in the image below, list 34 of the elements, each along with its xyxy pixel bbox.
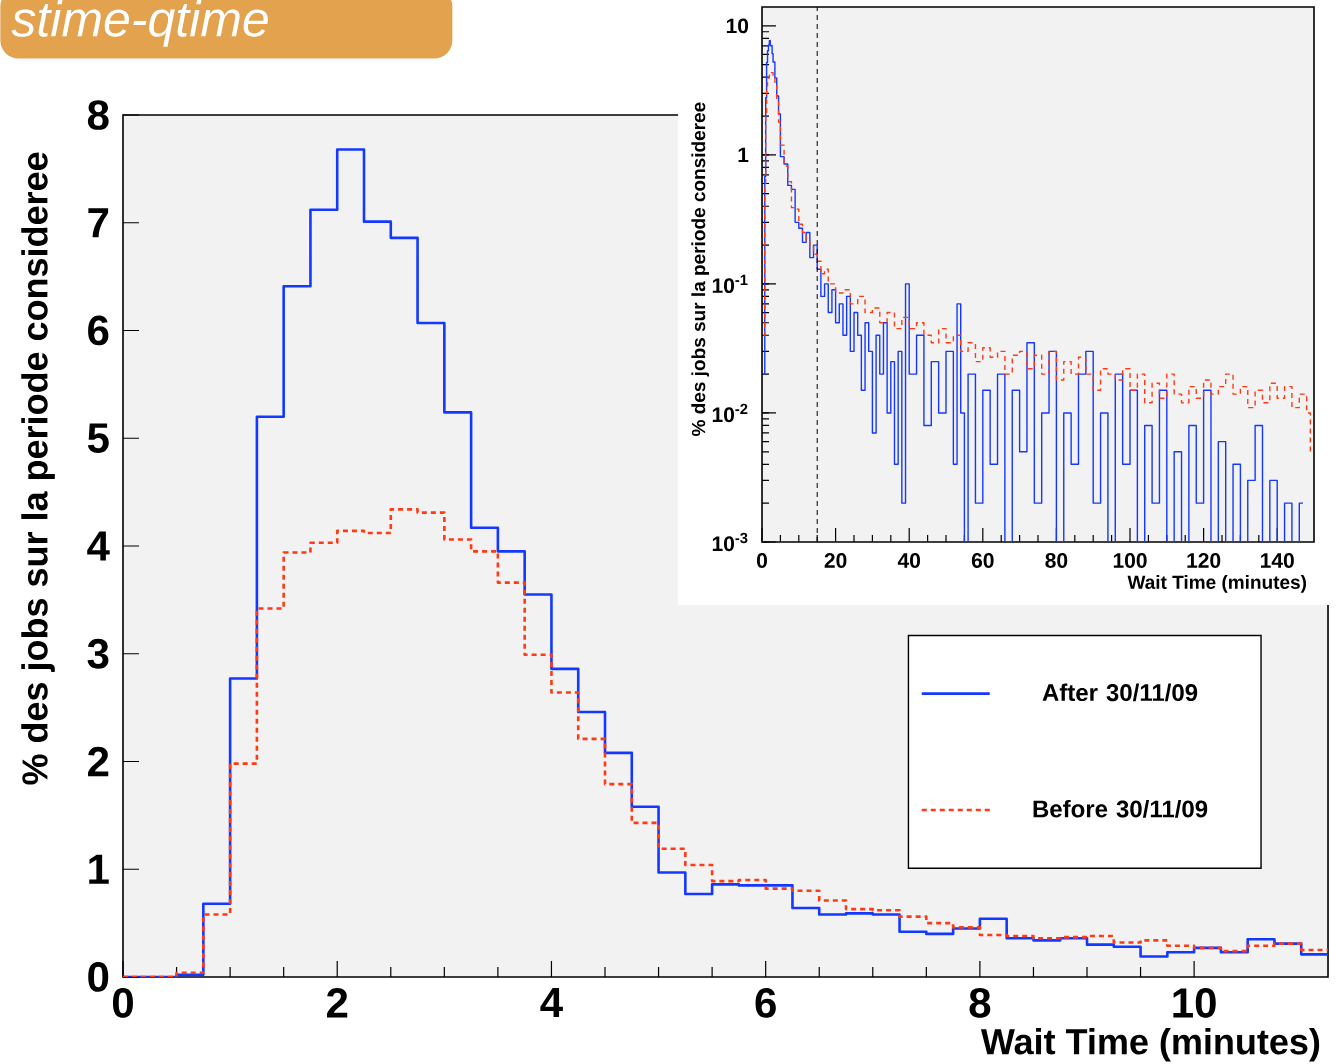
y-axis-title: % des jobs sur la periode consideree xyxy=(691,102,710,437)
y-tick-label: 7 xyxy=(88,208,109,238)
x-tick-label: 20 xyxy=(824,553,847,568)
x-axis-title: Wait Time (minutes) xyxy=(1127,575,1306,593)
y-tick-label: 6 xyxy=(88,315,109,346)
legend-label: Before 30/11/09 xyxy=(1033,799,1208,818)
x-tick-label: 0 xyxy=(112,988,133,1018)
y-tick-label: 10$^{-2}$ xyxy=(712,403,748,423)
legend-label: After 30/11/09 xyxy=(1042,683,1198,702)
y-tick-label: 2 xyxy=(88,746,109,777)
x-tick-label: 40 xyxy=(897,553,921,568)
y-tick-label: 3 xyxy=(87,638,109,669)
x-tick-label: 2 xyxy=(326,988,348,1018)
y-tick-label: 1 xyxy=(89,854,109,884)
y-tick-label: 10$^{-3}$ xyxy=(712,532,748,552)
x-tick-label: 4 xyxy=(540,988,563,1017)
x-axis-title: Wait Time (minutes) xyxy=(980,1028,1320,1062)
x-tick-label: 60 xyxy=(971,553,994,568)
x-tick-label: 6 xyxy=(755,988,776,1018)
y-tick-label: 10 xyxy=(726,18,749,34)
y-tick-label: 10$^{-1}$ xyxy=(712,274,748,294)
x-tick-label: 10 xyxy=(1173,988,1216,1018)
x-tick-label: 140 xyxy=(1261,553,1294,568)
x-tick-label: 8 xyxy=(969,988,991,1018)
x-tick-label: 80 xyxy=(1045,553,1068,568)
x-tick-label: 0 xyxy=(756,553,767,568)
x-tick-label: 120 xyxy=(1187,553,1221,568)
y-axis-title: % des jobs sur la periode consideree xyxy=(21,152,55,785)
y-tick-label: 5 xyxy=(87,423,109,453)
y-tick-label: 1 xyxy=(738,147,749,163)
y-tick-label: 0 xyxy=(88,962,109,992)
x-tick-label: 100 xyxy=(1113,553,1147,568)
y-tick-label: 8 xyxy=(87,100,109,130)
chart-title: stime-qtime xyxy=(11,0,268,47)
